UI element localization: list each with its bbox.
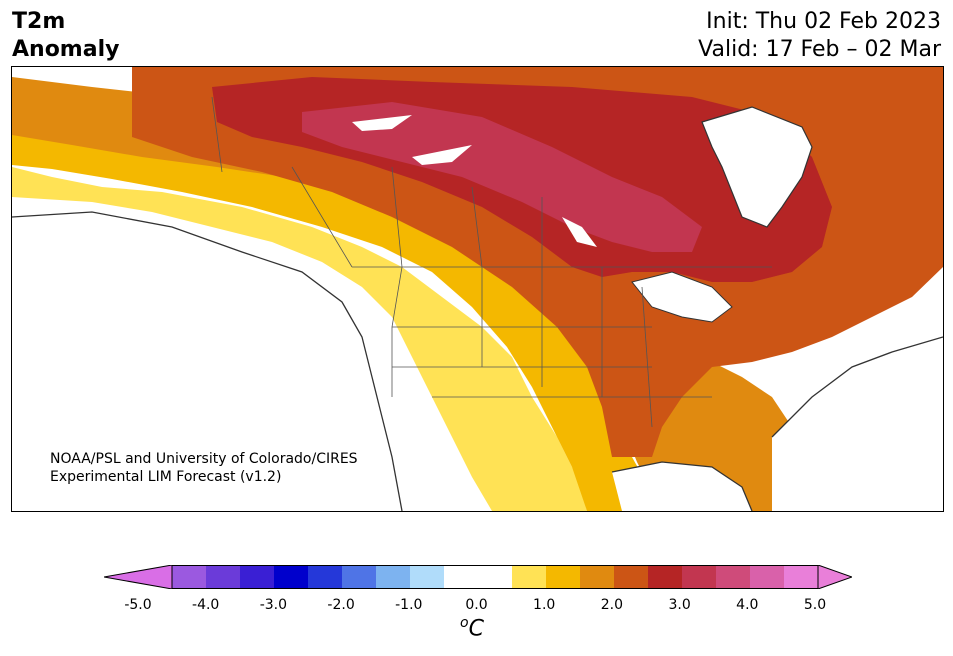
map-svg	[12, 67, 943, 511]
colorbar-cell	[308, 565, 342, 589]
political-borders	[211, 96, 772, 428]
atlantic-ocean	[772, 337, 943, 511]
colorbar-cell	[546, 565, 580, 589]
anomaly-band-gold	[12, 127, 662, 511]
colorbar-cell	[444, 565, 478, 589]
colorbar-tick-label: -4.0	[192, 597, 220, 613]
credit-text: NOAA/PSL and University of Colorado/CIRE…	[50, 450, 358, 486]
west-coastline	[12, 211, 403, 511]
map-title: T2m Anomaly	[12, 8, 119, 64]
colorbar-max-extend	[817, 565, 852, 589]
colorbar-tick-label: 1.0	[533, 597, 556, 613]
colorbar-tick-label: -2.0	[327, 597, 355, 613]
great-lakes	[631, 271, 733, 323]
colorbar-cell	[784, 565, 818, 589]
colorbar-cell	[580, 565, 614, 589]
colorbar-cell	[512, 565, 546, 589]
colorbar-unit: oC	[460, 615, 484, 641]
credit-line-1: NOAA/PSL and University of Colorado/CIRE…	[50, 451, 358, 467]
title-line-2: Anomaly	[12, 37, 120, 62]
colorbar-cell	[274, 565, 308, 589]
valid-date: Valid: 17 Feb – 02 Mar	[698, 37, 941, 62]
canadian-lake-1	[352, 115, 412, 131]
credit-line-2: Experimental LIM Forecast (v1.2)	[50, 469, 282, 485]
gulf-of-mexico	[612, 462, 752, 511]
colorbar-cell	[716, 565, 750, 589]
colorbar-cell	[614, 565, 648, 589]
colorbar-tick-label: -5.0	[124, 597, 152, 613]
anomaly-map: NOAA/PSL and University of Colorado/CIRE…	[11, 66, 944, 512]
colorbar-cell	[682, 565, 716, 589]
colorbar-tick-label: 3.0	[668, 597, 691, 613]
colorbar-tick-label: 2.0	[600, 597, 624, 613]
colorbar	[104, 565, 852, 589]
hudson-bay	[701, 106, 813, 228]
colorbar-min-extend	[104, 565, 173, 589]
date-block: Init: Thu 02 Feb 2023 Valid: 17 Feb – 02…	[698, 8, 941, 64]
pacific-ocean	[12, 212, 402, 511]
colorbar-cell	[376, 565, 410, 589]
colorbar-cell	[410, 565, 444, 589]
colorbar-cell	[206, 565, 240, 589]
init-date: Init: Thu 02 Feb 2023	[706, 9, 941, 34]
colorbar-ticks: -5.0 -4.0 -3.0 -2.0 -1.0 0.0 1.0 2.0 3.0 4.0 5.0	[0, 597, 953, 619]
colorbar-cell	[172, 565, 206, 589]
colorbar-tick-label: 4.0	[736, 597, 759, 613]
colorbar-cell	[478, 565, 512, 589]
canadian-lake-3	[562, 217, 597, 247]
colorbar-cell	[648, 565, 682, 589]
title-line-1: T2m	[12, 9, 66, 34]
colorbar-tick-label: 5.0	[803, 597, 827, 613]
unit-superscript: o	[460, 615, 469, 631]
anomaly-band-yellow	[12, 167, 587, 511]
canadian-lake-2	[412, 145, 472, 165]
colorbar-tick-label: 0.0	[465, 597, 488, 613]
unit-main: C	[468, 616, 484, 642]
colorbar-tick-label: -3.0	[259, 597, 288, 613]
anomaly-band-crimson	[302, 102, 702, 252]
colorbar-cells	[104, 565, 852, 589]
east-coastline	[611, 336, 943, 511]
colorbar-cell	[342, 565, 376, 589]
colorbar-outline	[171, 565, 819, 589]
colorbar-cell	[240, 565, 274, 589]
colorbar-tick-label: -1.0	[395, 597, 423, 613]
colorbar-cell	[750, 565, 784, 589]
